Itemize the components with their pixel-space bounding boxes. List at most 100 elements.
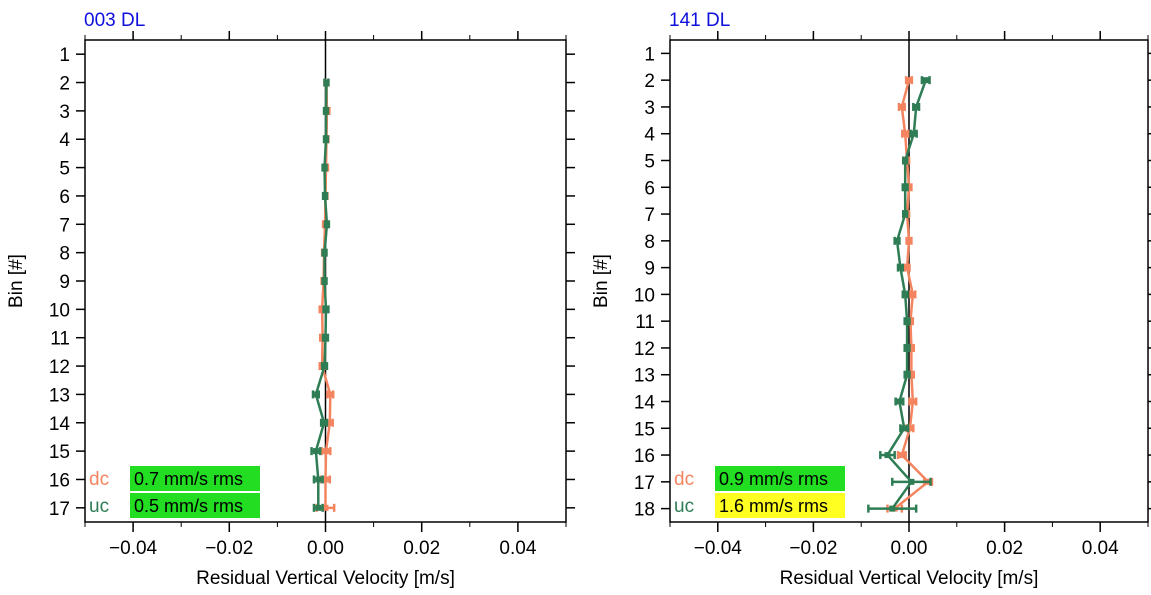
y-tick-label: 6 (59, 187, 70, 208)
data-point (327, 391, 334, 398)
y-axis-label: Bin [#] (591, 254, 612, 308)
data-point (906, 184, 912, 191)
y-tick-label: 5 (59, 159, 70, 180)
y-tick-label: 2 (644, 71, 655, 92)
data-point (321, 249, 328, 256)
legend-label-dc: dc (674, 469, 694, 490)
rms-badge (130, 493, 260, 518)
x-tick-label: −0.04 (109, 538, 158, 559)
data-point (909, 291, 916, 298)
data-point (322, 306, 329, 313)
legend-label-uc: uc (674, 496, 694, 517)
data-point (898, 103, 905, 110)
data-point (896, 398, 903, 405)
data-point (322, 476, 329, 483)
data-point (312, 448, 319, 455)
x-tick-label: −0.02 (789, 538, 837, 559)
y-tick-label: 6 (644, 178, 655, 199)
data-point (326, 419, 333, 426)
rms-badge (130, 466, 260, 491)
rms-badge (715, 493, 845, 518)
data-point (322, 192, 329, 199)
rms-label-dc: 0.9 mm/s rms (719, 469, 828, 489)
data-point (906, 425, 913, 432)
rms-label-uc: 0.5 mm/s rms (134, 496, 243, 516)
data-point (922, 77, 929, 84)
y-tick-label: 17 (49, 499, 70, 520)
y-tick-label: 12 (49, 357, 70, 378)
chart-panel-1: 003 DL−0.04 −0.02 0.00 0.02 0.04123456789101… (6, 10, 575, 589)
data-point (908, 478, 915, 485)
y-tick-label: 8 (644, 232, 655, 253)
y-tick-label: 13 (49, 385, 70, 406)
y-tick-label: 2 (59, 74, 70, 95)
data-point (894, 237, 901, 244)
y-tick-label: 7 (644, 205, 655, 226)
data-point (319, 306, 326, 313)
data-point (902, 130, 909, 137)
series-uc (310, 78, 331, 512)
y-tick-label: 8 (59, 244, 70, 265)
data-point (901, 425, 908, 432)
data-point (908, 371, 915, 378)
y-tick-label: 3 (644, 98, 655, 119)
data-point (889, 505, 896, 512)
y-tick-label: 14 (49, 414, 71, 435)
y-tick-label: 13 (634, 366, 655, 387)
data-point (898, 452, 905, 459)
data-point (906, 237, 912, 244)
y-tick-label: 1 (59, 45, 70, 66)
x-tick-label: 0.00 (307, 538, 344, 559)
y-tick-label: 15 (49, 442, 70, 463)
x-tick-label: −0.04 (694, 538, 743, 559)
data-point (906, 77, 912, 84)
data-point (321, 363, 328, 370)
data-point (315, 504, 322, 511)
legend-label-uc: uc (89, 496, 109, 517)
data-point (902, 157, 909, 164)
chart-title: 141 DL (669, 10, 730, 31)
data-point (897, 264, 904, 271)
y-tick-label: 1 (644, 44, 655, 65)
data-point (322, 448, 329, 455)
y-tick-label: 15 (634, 419, 655, 440)
y-tick-label: 17 (634, 473, 655, 494)
data-point (315, 476, 322, 483)
y-tick-label: 4 (59, 130, 70, 151)
x-axis-label: Residual Vertical Velocity [m/s] (780, 568, 1039, 589)
data-point (904, 371, 911, 378)
data-point (321, 419, 328, 426)
x-tick-label: 0.02 (403, 538, 440, 559)
data-point (910, 130, 917, 137)
data-point (322, 136, 329, 143)
y-tick-label: 9 (644, 259, 655, 280)
y-tick-label: 9 (59, 272, 70, 293)
chart-panel-2: 141 DL−0.04 −0.02 0.00 0.02 0.04123456789101… (591, 10, 1151, 589)
series-uc (867, 76, 932, 513)
data-point (322, 334, 329, 341)
y-tick-label: 10 (49, 300, 70, 321)
data-point (902, 291, 909, 298)
data-point (312, 391, 319, 398)
data-point (323, 79, 330, 86)
x-axis-label: Residual Vertical Velocity [m/s] (196, 568, 455, 589)
rms-label-dc: 0.7 mm/s rms (134, 469, 243, 489)
y-tick-label: 5 (644, 152, 655, 173)
x-tick-label: −0.02 (205, 538, 253, 559)
y-tick-label: 7 (59, 215, 70, 236)
y-tick-label: 3 (59, 102, 70, 123)
y-tick-label: 10 (634, 285, 655, 306)
chart-title: 003 DL (84, 10, 145, 31)
data-point (909, 398, 916, 405)
data-point (904, 264, 911, 271)
data-point (902, 184, 909, 191)
x-tick-label: 0.00 (891, 538, 928, 559)
rms-label-uc: 1.6 mm/s rms (719, 496, 828, 516)
y-tick-label: 11 (635, 312, 655, 333)
data-point (902, 211, 909, 218)
x-tick-label: 0.02 (986, 538, 1023, 559)
x-tick-label: 0.04 (499, 538, 536, 559)
y-tick-label: 14 (634, 393, 656, 414)
y-tick-label: 4 (644, 125, 655, 146)
